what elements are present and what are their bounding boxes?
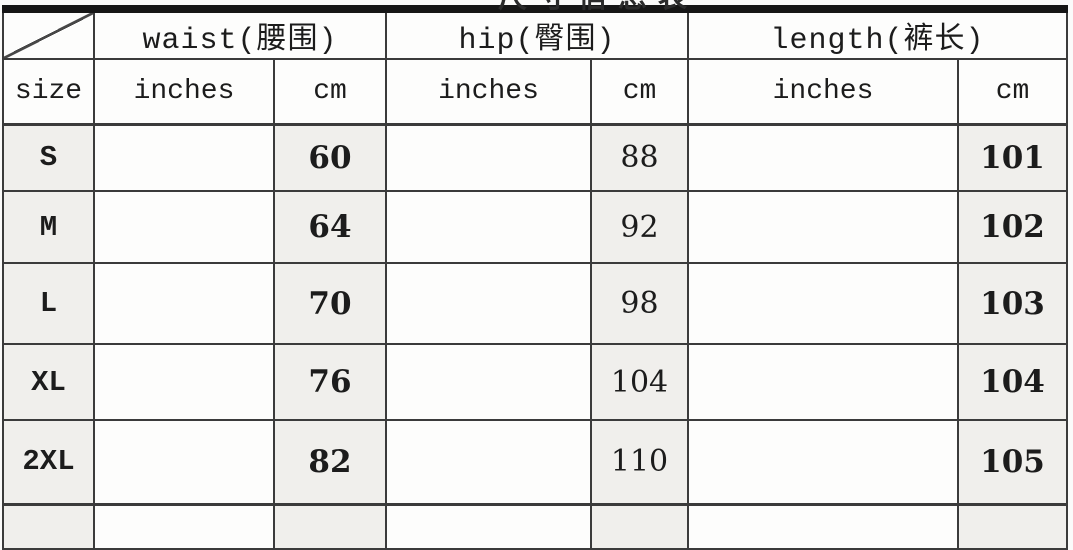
size-cell: 2XL bbox=[2, 419, 95, 506]
hip-inches-cell bbox=[385, 262, 592, 345]
waist-cm-cell bbox=[273, 503, 387, 550]
waist-cm-cell: 76 bbox=[273, 343, 387, 421]
length-cm-cell: 102 bbox=[957, 190, 1069, 264]
hip-cm-cell: 104 bbox=[589, 343, 690, 421]
table-header-group-row: waist(腰围) hip(臀围) length(裤长) bbox=[2, 8, 1069, 60]
length-cm-cell bbox=[957, 503, 1069, 550]
length-inches-header: inches bbox=[687, 58, 960, 126]
table-row-m: M 64 92 102 bbox=[2, 190, 1069, 264]
page-title-clipped: 尺寸信息表 bbox=[498, 0, 728, 16]
waist-inches-cell bbox=[93, 343, 275, 421]
length-inches-cell bbox=[687, 343, 960, 421]
waist-cm-cell: 70 bbox=[273, 262, 387, 345]
hip-cm-cell: 98 bbox=[589, 262, 690, 345]
size-cell: L bbox=[2, 262, 95, 345]
waist-cm-cell: 64 bbox=[273, 190, 387, 264]
waist-cm-cell: 60 bbox=[273, 123, 387, 192]
waist-cm-header: cm bbox=[273, 58, 387, 126]
table-header-units-row: size inches cm inches cm inches cm bbox=[2, 58, 1069, 126]
hip-inches-cell bbox=[385, 123, 592, 192]
size-cell: M bbox=[2, 190, 95, 264]
table-row-l: L 70 98 103 bbox=[2, 262, 1069, 345]
length-cm-cell: 104 bbox=[957, 343, 1069, 421]
waist-inches-header: inches bbox=[93, 58, 275, 126]
length-inches-cell bbox=[687, 123, 960, 192]
hip-inches-cell bbox=[385, 503, 592, 550]
size-column-header: size bbox=[2, 58, 95, 126]
hip-cm-header: cm bbox=[589, 58, 690, 126]
table-row-2xl: 2XL 82 110 105 bbox=[2, 419, 1069, 506]
column-group-length: length(裤长) bbox=[687, 8, 1069, 60]
hip-inches-cell bbox=[385, 343, 592, 421]
length-inches-cell bbox=[687, 190, 960, 264]
length-cm-cell: 101 bbox=[957, 123, 1069, 192]
column-group-hip: hip(臀围) bbox=[384, 8, 690, 60]
size-cell: XL bbox=[2, 343, 95, 421]
waist-inches-cell bbox=[93, 503, 275, 550]
table-row-partial-clipped bbox=[2, 503, 1069, 550]
table-row-xl: XL 76 104 104 bbox=[2, 343, 1069, 421]
length-cm-cell: 103 bbox=[957, 262, 1069, 345]
waist-inches-cell bbox=[93, 419, 275, 506]
hip-cm-cell bbox=[589, 503, 690, 550]
length-cm-cell: 105 bbox=[957, 419, 1069, 506]
length-inches-cell bbox=[687, 419, 960, 506]
size-cell bbox=[2, 503, 95, 550]
hip-inches-cell bbox=[385, 190, 592, 264]
length-inches-cell bbox=[687, 503, 960, 550]
length-cm-header: cm bbox=[957, 58, 1069, 126]
column-group-waist: waist(腰围) bbox=[93, 8, 387, 60]
hip-cm-cell: 88 bbox=[589, 123, 690, 192]
hip-cm-cell: 110 bbox=[589, 419, 690, 506]
waist-inches-cell bbox=[93, 190, 275, 264]
hip-inches-cell bbox=[385, 419, 592, 506]
length-inches-cell bbox=[687, 262, 960, 345]
waist-inches-cell bbox=[93, 262, 275, 345]
waist-cm-cell: 82 bbox=[273, 419, 387, 506]
size-cell: S bbox=[2, 123, 95, 192]
size-chart-table: waist(腰围) hip(臀围) length(裤长) size inches… bbox=[2, 5, 1069, 550]
hip-cm-cell: 92 bbox=[589, 190, 690, 264]
waist-inches-cell bbox=[93, 123, 275, 192]
hip-inches-header: inches bbox=[385, 58, 592, 126]
table-row-s: S 60 88 101 bbox=[2, 123, 1069, 192]
corner-diagonal-cell bbox=[2, 8, 95, 60]
